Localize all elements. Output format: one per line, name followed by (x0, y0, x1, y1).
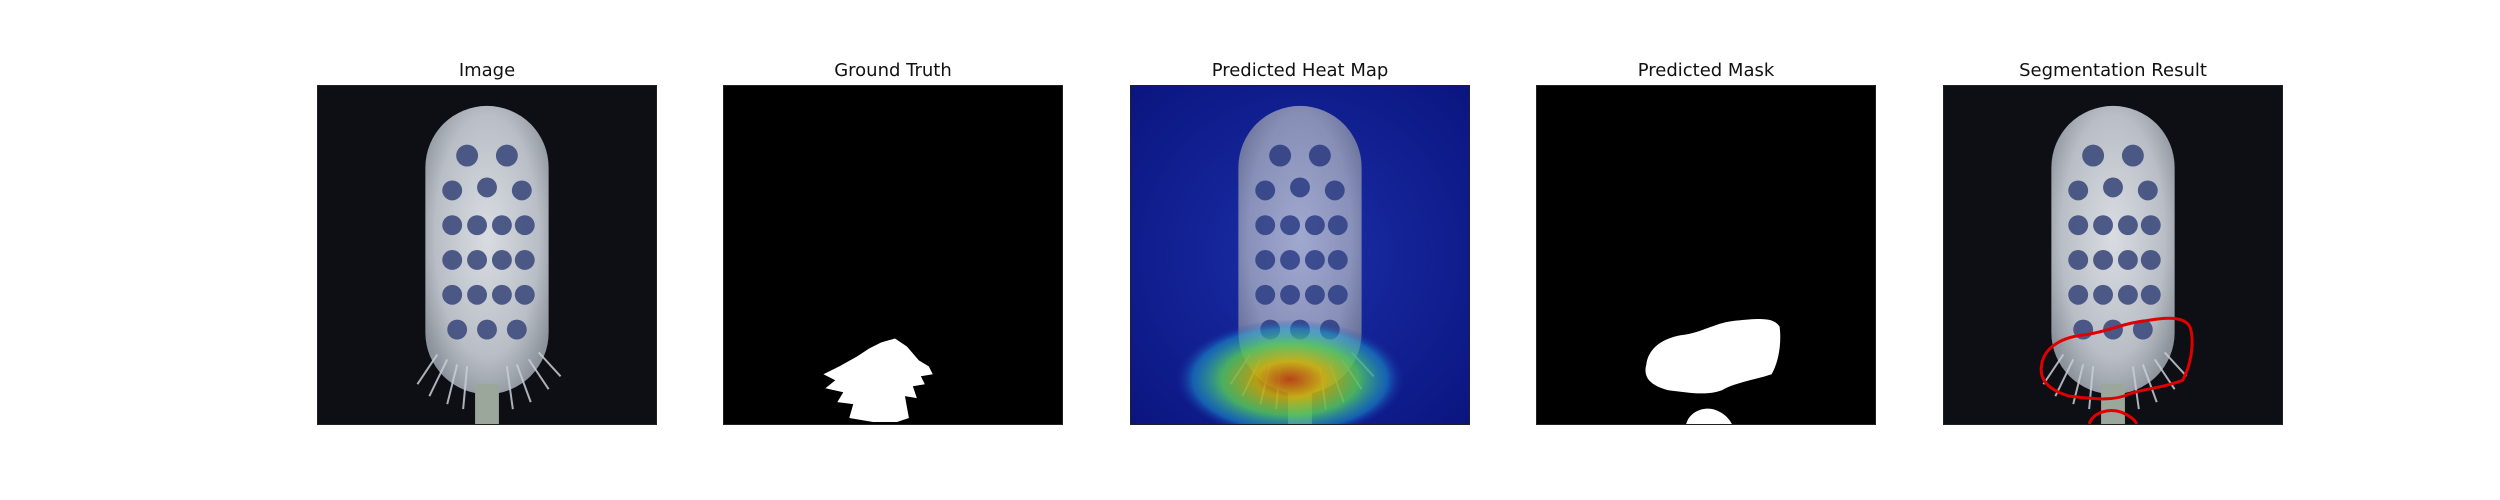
predicted-contour (2039, 316, 2194, 401)
ground-truth-mask (724, 86, 1062, 424)
panel-title: Image (458, 60, 516, 81)
predicted-region (1645, 318, 1781, 394)
heat-map-frame (1130, 85, 1470, 425)
predicted-contour-secondary (2087, 409, 2139, 424)
segmentation-overlay (1944, 86, 2282, 424)
predicted-mask (1537, 86, 1875, 424)
toothbrush-image (318, 86, 656, 424)
panel-title: Ground Truth (834, 60, 952, 81)
predicted-mask-frame (1536, 85, 1876, 425)
panel-title: Predicted Mask (1637, 60, 1775, 81)
defect-region (823, 338, 933, 423)
segmentation-frame (1943, 85, 2283, 425)
ground-truth-frame (723, 85, 1063, 425)
image-frame (317, 85, 657, 425)
panel-title: Predicted Heat Map (1211, 60, 1389, 81)
panel-title: Segmentation Result (2019, 60, 2207, 81)
heat-map-overlay (1131, 86, 1469, 424)
